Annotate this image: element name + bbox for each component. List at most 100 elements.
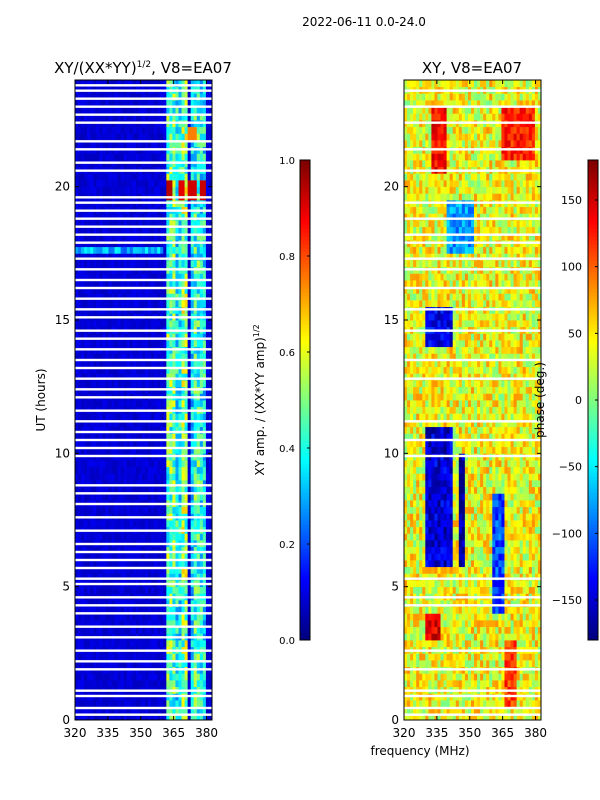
amplitude-heatmap-cell — [96, 713, 100, 721]
amplitude-heatmap-cell — [148, 253, 152, 261]
phase-heatmap-cell — [404, 366, 408, 374]
amplitude-heatmap-cell — [129, 553, 134, 561]
amplitude-heatmap-cell — [96, 606, 100, 614]
amplitude-heatmap-cell — [187, 446, 192, 454]
amplitude-heatmap-cell — [151, 713, 155, 721]
amplitude-heatmap-cell — [135, 626, 140, 634]
amplitude-heatmap-cell — [120, 680, 125, 688]
phase-heatmap-cell — [404, 613, 408, 621]
amplitude-heatmap-cell — [184, 600, 189, 608]
amplitude-heatmap-cell — [181, 253, 185, 261]
amplitude-heatmap-cell — [102, 426, 106, 434]
amplitude-heatmap-cell — [123, 606, 128, 614]
amplitude-heatmap-cell — [132, 353, 137, 361]
amplitude-heatmap-cell — [181, 100, 185, 108]
amplitude-heatmap-cell — [90, 586, 94, 594]
amplitude-heatmap-cell — [78, 626, 82, 634]
amplitude-heatmap-cell — [208, 180, 213, 188]
amplitude-heatmap-cell — [208, 353, 213, 361]
amplitude-heatmap-cell — [135, 366, 140, 374]
amplitude-heatmap-cell — [148, 460, 152, 468]
amplitude-heatmap-cell — [111, 700, 115, 708]
amplitude-heatmap-cell — [84, 300, 88, 308]
phase-heatmap-cell — [410, 680, 414, 688]
amplitude-heatmap-cell — [96, 360, 100, 368]
amplitude-heatmap-cell — [202, 180, 207, 188]
amplitude-heatmap-cell — [108, 140, 112, 148]
amplitude-heatmap-cell — [75, 420, 79, 428]
amplitude-heatmap-cell — [151, 100, 155, 108]
amplitude-heatmap-cell — [196, 293, 201, 301]
amplitude-heatmap-cell — [138, 493, 143, 501]
amplitude-heatmap-cell — [102, 293, 106, 301]
amplitude-heatmap-cell — [114, 473, 119, 481]
amplitude-heatmap-cell — [154, 660, 158, 668]
amplitude-xtick-label: 320 — [64, 726, 87, 740]
amplitude-heatmap-cell — [166, 333, 170, 341]
amplitude-heatmap-cell — [202, 566, 207, 574]
amplitude-heatmap-cell — [193, 473, 198, 481]
amplitude-heatmap-cell — [138, 93, 143, 101]
amplitude-heatmap-cell — [75, 413, 79, 421]
amplitude-heatmap-cell — [205, 466, 210, 474]
amplitude-heatmap-cell — [141, 700, 146, 708]
amplitude-heatmap-cell — [172, 293, 176, 301]
amplitude-heatmap-cell — [148, 366, 152, 374]
amplitude-heatmap-cell — [111, 660, 115, 668]
amplitude-heatmap-cell — [111, 606, 115, 614]
amplitude-heatmap-cell — [193, 446, 198, 454]
amplitude-heatmap-cell — [114, 360, 119, 368]
amplitude-heatmap-cell — [208, 300, 213, 308]
amplitude-heatmap-cell — [75, 293, 79, 301]
phase-heatmap-cell — [413, 440, 417, 448]
amplitude-heatmap-cell — [78, 173, 82, 181]
phase-heatmap-cell — [410, 480, 414, 488]
amplitude-heatmap-cell — [193, 460, 198, 468]
amplitude-heatmap-cell — [151, 600, 155, 608]
amplitude-heatmap-cell — [190, 186, 195, 194]
amplitude-heatmap-cell — [157, 226, 161, 234]
phase-heatmap-cell — [410, 673, 414, 681]
amplitude-heatmap-cell — [84, 80, 88, 88]
amplitude-heatmap-cell — [145, 300, 149, 308]
phase-heatmap-cell — [404, 106, 408, 114]
amplitude-heatmap-cell — [172, 93, 176, 101]
amplitude-heatmap-cell — [199, 80, 204, 88]
amplitude-heatmap-cell — [75, 340, 79, 348]
amplitude-heatmap-cell — [184, 706, 189, 714]
phase-heatmap-cell — [404, 180, 408, 188]
amplitude-heatmap-cell — [90, 366, 94, 374]
phase-heatmap-cell — [407, 280, 411, 288]
amplitude-heatmap-cell — [135, 213, 140, 221]
amplitude-heatmap-cell — [193, 660, 198, 668]
amplitude-heatmap-cell — [96, 620, 100, 628]
amplitude-heatmap-cell — [202, 320, 207, 328]
amplitude-heatmap-cell — [163, 606, 167, 614]
amplitude-heatmap-cell — [81, 460, 85, 468]
amplitude-heatmap-cell — [172, 373, 176, 381]
amplitude-gap-row — [75, 713, 212, 716]
amplitude-heatmap-cell — [123, 113, 128, 121]
phase-heatmap-cell — [407, 526, 411, 534]
amplitude-heatmap-cell — [84, 520, 88, 528]
amplitude-colorbar-swatch — [300, 468, 310, 473]
amplitude-heatmap-cell — [160, 426, 164, 434]
amplitude-gap-row — [75, 596, 212, 599]
amplitude-heatmap-cell — [160, 226, 164, 234]
amplitude-heatmap-cell — [145, 640, 149, 648]
amplitude-heatmap-cell — [123, 680, 128, 688]
amplitude-heatmap-cell — [178, 620, 182, 628]
amplitude-heatmap-cell — [196, 340, 201, 348]
amplitude-heatmap-cell — [163, 253, 167, 261]
phase-heatmap-cell — [410, 293, 414, 301]
phase-heatmap-cell — [404, 506, 408, 514]
amplitude-heatmap-cell — [184, 100, 189, 108]
phase-heatmap-cell — [413, 606, 417, 614]
amplitude-heatmap-cell — [108, 260, 112, 268]
amplitude-heatmap-cell — [93, 360, 97, 368]
amplitude-heatmap-cell — [123, 133, 128, 141]
amplitude-heatmap-cell — [90, 446, 94, 454]
amplitude-heatmap-cell — [181, 600, 185, 608]
amplitude-heatmap-cell — [154, 713, 158, 721]
phase-heatmap-cell — [413, 586, 417, 594]
